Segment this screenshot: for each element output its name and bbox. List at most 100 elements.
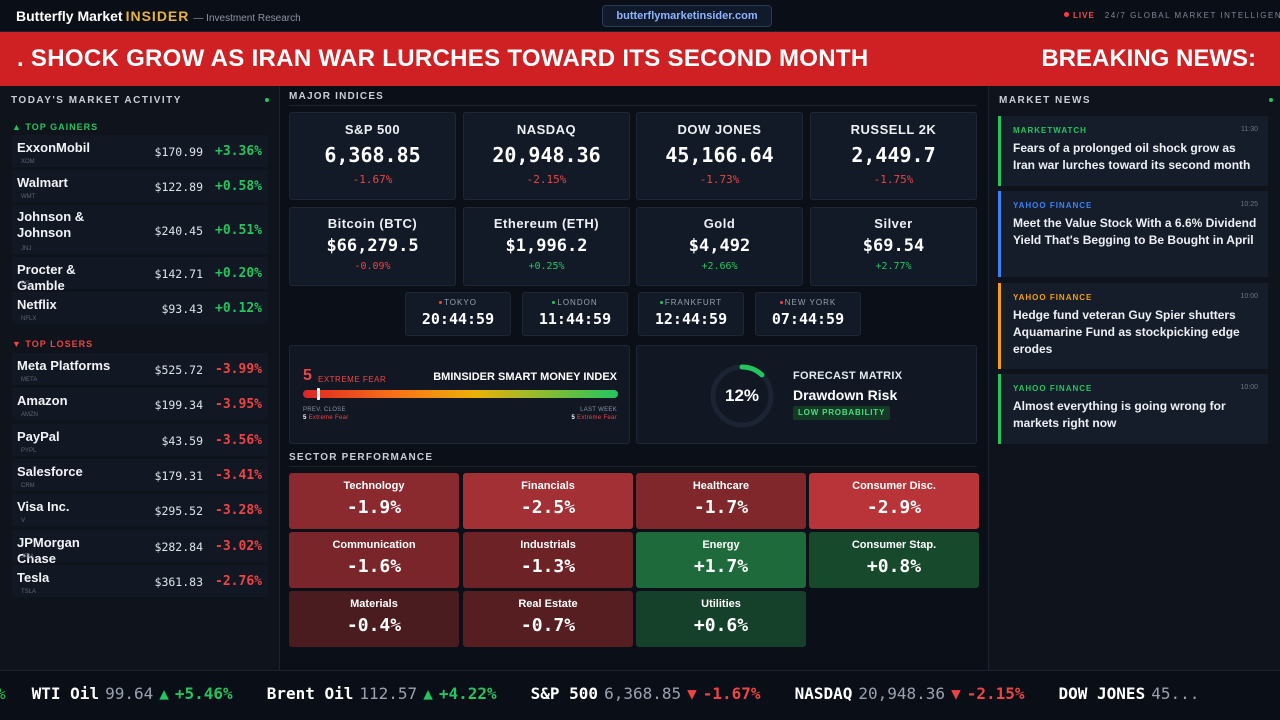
ticker-symbol: S&P 500 [530,684,599,703]
breaking-news-banner[interactable]: . SHOCK GROW AS IRAN WAR LURCHES TOWARD … [0,32,1280,86]
breaking-news-label: BREAKING NEWS: [1001,45,1256,73]
index-card[interactable]: S&P 500 6,368.85 -1.67% [289,112,456,200]
ticker-symbol: NASDAQ [794,684,853,703]
site-url-pill[interactable]: butterflymarketinsider.com [602,5,772,27]
brand-accent: INSIDER [125,8,190,24]
sector-change: -1.9% [346,497,402,518]
stock-price: $199.34 [154,398,203,412]
news-card[interactable]: YAHOO FINANCE 10:25 Meet the Value Stock W… [998,191,1268,277]
stock-name: Amazon [17,393,68,408]
news-card[interactable]: MARKETWATCH 11:30 Fears of a prolonged oil… [998,116,1268,186]
ticker-price: 99.64 [105,684,154,703]
sector-change: -1.7% [693,497,749,518]
stock-row[interactable]: PayPal PYPL $43.59 -3.56% [12,424,268,456]
ticker-symbol: Brent Oil [266,684,354,703]
index-card[interactable]: Bitcoin (BTC) $66,279.5 -0.09% [289,207,456,286]
sector-tile[interactable]: Financials -2.5% [463,473,633,529]
brand-name: Butterfly Market [16,8,123,24]
index-change: -1.73% [699,173,740,186]
ticker-item[interactable]: S&P 500 6,368.85 ▼ -1.67% [531,684,761,703]
divider [289,466,977,467]
news-headline: Fears of a prolonged oil shock grow as I… [1013,141,1251,172]
ticker-price: 6,368.85 [604,684,682,703]
stock-row[interactable]: Meta Platforms META $525.72 -3.99% [12,353,268,385]
sector-tile[interactable]: Communication -1.6% [289,532,459,588]
sector-tile[interactable]: Consumer Stap. +0.8% [809,532,979,588]
index-name: S&P 500 [344,122,401,137]
index-card[interactable]: Silver $69.54 +2.77% [810,207,977,286]
sector-performance-title: SECTOR PERFORMANCE [289,452,434,463]
sector-change: -0.7% [520,615,576,636]
index-change: -1.67% [352,173,393,186]
sector-tile[interactable]: Energy +1.7% [636,532,806,588]
sector-tile[interactable]: Materials -0.4% [289,591,459,647]
ticker-arrow-icon: ▲ [423,684,433,703]
index-card[interactable]: Ethereum (ETH) $1,996.2 +0.25% [463,207,630,286]
index-value: $69.54 [862,236,925,256]
stock-row[interactable]: Procter & Gamble PG $142.71 +0.20% [12,257,268,293]
news-headline: Hedge fund veteran Guy Spier shutters Aq… [1013,308,1240,356]
stock-row[interactable]: Johnson & Johnson JNJ $240.45 +0.51% [12,205,268,254]
stock-row[interactable]: Netflix NFLX $93.43 +0.12% [12,292,268,324]
ticker-item[interactable]: WTI Oil 99.64 ▲ +5.46% [32,684,233,703]
live-label: LIVE [1073,11,1095,20]
sector-tile[interactable]: Technology -1.9% [289,473,459,529]
forecast-subtitle: Drawdown Risk [793,387,898,403]
stock-price: $170.99 [154,145,203,159]
index-card[interactable]: Gold $4,492 +2.66% [636,207,803,286]
index-value: $66,279.5 [326,236,419,256]
clock-time: 07:44:59 [771,310,845,328]
stock-row[interactable]: Amazon AMZN $199.34 -3.95% [12,388,268,420]
ticker-item[interactable]: DOW JONES 45... [1059,684,1200,703]
stock-name: PayPal [17,429,60,444]
ticker-change: -2.15% [966,684,1025,703]
stock-row[interactable]: Salesforce CRM $179.31 -3.41% [12,459,268,491]
forecast-ring-gauge [710,364,774,428]
sector-tile[interactable]: Healthcare -1.7% [636,473,806,529]
ticker-item[interactable]: Brent Oil 112.57 ▲ +4.22% [267,684,497,703]
sector-change: +1.7% [693,556,749,577]
forecast-matrix-card[interactable]: 12% FORECAST MATRIX Drawdown Risk LOW PR… [636,345,977,444]
clock-city-name: TOKYO [444,298,477,307]
sector-tile[interactable]: Consumer Disc. -2.9% [809,473,979,529]
stock-name: ExxonMobil [17,140,90,155]
news-source: YAHOO FINANCE [1013,201,1093,210]
sector-tile[interactable]: Real Estate -0.7% [463,591,633,647]
stock-ticker: CRM [21,483,35,489]
news-card[interactable]: YAHOO FINANCE 10:00 Almost everything is g… [998,374,1268,444]
stock-row[interactable]: Visa Inc. V $295.52 -3.28% [12,494,268,526]
sector-change: +0.8% [866,556,922,577]
clock-city: TOKYO [406,298,510,307]
stock-change: +0.51% [215,222,262,238]
index-card[interactable]: NASDAQ 20,948.36 -2.15% [463,112,630,200]
live-dot-icon [1064,12,1069,17]
stock-ticker: XOM [21,159,35,165]
clock-city: FRANKFURT [639,298,743,307]
ticker-item[interactable]: NASDAQ 20,948.36 ▼ -2.15% [795,684,1025,703]
index-card[interactable]: DOW JONES 45,166.64 -1.73% [636,112,803,200]
smi-gauge-bar [303,388,618,400]
world-clock: TOKYO 20:44:59 [405,292,511,336]
ticker-price: 20,948.36 [858,684,946,703]
stock-price: $93.43 [161,302,203,316]
stock-row[interactable]: JPMorgan Chase JPM $282.84 -3.02% [12,530,268,566]
sector-name: Financials [521,480,575,492]
stock-row[interactable]: Tesla TSLA $361.83 -2.76% [12,565,268,597]
sector-change: -2.9% [866,497,922,518]
ticker-arrow-icon: ▼ [951,684,961,703]
sector-tile[interactable]: Industrials -1.3% [463,532,633,588]
news-source: YAHOO FINANCE [1013,384,1093,393]
stock-row[interactable]: Walmart WMT $122.89 +0.58% [12,170,268,202]
news-card[interactable]: YAHOO FINANCE 10:00 Hedge fund veteran Guy… [998,283,1268,369]
index-card[interactable]: RUSSELL 2K 2,449.7 -1.75% [810,112,977,200]
stock-row[interactable]: ExxonMobil XOM $170.99 +3.36% [12,135,268,167]
market-activity-panel: TODAY'S MARKET ACTIVITY ▲ TOP GAINERS Ex… [0,86,280,670]
index-value: 20,948.36 [492,143,601,167]
top-gainers-title: ▲ TOP GAINERS [12,122,99,132]
sector-tile[interactable]: Utilities +0.6% [636,591,806,647]
intel-tagline: 24/7 GLOBAL MARKET INTELLIGENCE [1104,11,1280,20]
banner-headline: . SHOCK GROW AS IRAN WAR LURCHES TOWARD … [17,45,869,72]
brand-logo[interactable]: Butterfly Market INSIDER — Investment Rese… [16,8,301,24]
stock-change: -3.41% [215,468,262,483]
smart-money-index-card[interactable]: 5 EXTREME FEAR BMINSIDER SMART MONEY IND… [289,345,630,444]
